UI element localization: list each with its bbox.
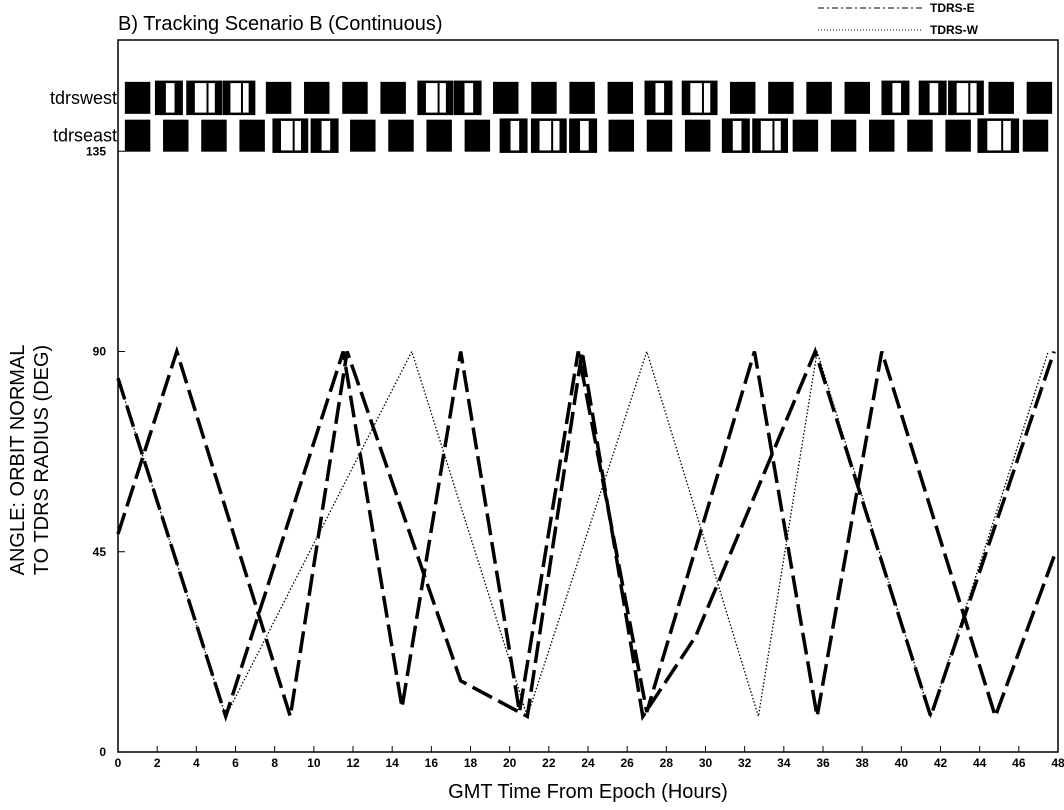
x-tick-label: 10 [307,756,321,770]
coverage-block [531,81,557,114]
tracking-row-label: tdrseast [53,126,117,146]
y-tick-label: 135 [86,144,106,158]
y-tick-label: 90 [93,345,107,359]
coverage-block [154,80,183,116]
coverage-block [881,80,910,116]
tracking-row-label: tdrswest [50,88,117,108]
coverage-block [265,81,292,114]
x-tick-label: 30 [699,756,713,770]
x-tick-label: 42 [934,756,948,770]
x-tick-label: 22 [542,756,556,770]
coverage-block [380,81,406,114]
coverage-block [607,81,634,114]
coverage-block [342,81,368,114]
coverage-block [417,80,454,116]
coverage-block [806,81,832,114]
coverage-block [186,80,223,116]
coverage-block [453,80,482,116]
coverage-block [388,119,414,152]
coverage-block [608,119,635,152]
x-tick-label: 40 [895,756,909,770]
x-tick-label: 36 [816,756,830,770]
coverage-block [684,119,711,152]
y-axis-label-line-1: ANGLE: ORBIT NORMAL [7,345,29,576]
coverage-block [239,119,265,152]
x-axis-label: GMT Time From Epoch (Hours) [448,781,728,803]
x-tick-label: 14 [385,756,399,770]
x-tick-label: 28 [660,756,674,770]
coverage-block [530,118,567,153]
y-axis-label-line-2: TO TDRS RADIUS (DEG) [31,345,53,575]
coverage-block [201,119,227,152]
coverage-block [222,80,256,116]
x-tick-label: 26 [620,756,634,770]
coverage-block [493,81,519,114]
coverage-block [1022,119,1049,152]
x-tick-label: 16 [425,756,439,770]
legend: TDRS-E TDRS-W [818,1,979,37]
x-tick-label: 34 [777,756,791,770]
x-tick-label: 2 [154,756,161,770]
series-layer [116,345,1056,723]
coverage-block [272,118,309,153]
legend-label-tdrs-w: TDRS-W [930,23,979,37]
x-tick-label: 8 [271,756,278,770]
coverage-block [1026,81,1053,114]
x-tick-label: 38 [855,756,869,770]
x-tick-label: 20 [503,756,517,770]
coverage-block [644,80,673,116]
x-tick-label: 4 [193,756,200,770]
coverage-block [163,119,189,152]
chart-title: B) Tracking Scenario B (Continuous) [118,13,443,35]
coverage-block [948,80,984,116]
coverage-block [830,119,857,152]
coverage-block [869,119,895,152]
x-tick-label: 44 [973,756,987,770]
coverage-block [844,81,870,114]
coverage-block [792,119,819,152]
coverage-block [768,81,794,114]
y-axis: 0 45 90 135 [86,144,125,759]
x-tick-label: 32 [738,756,752,770]
x-tick-label: 48 [1051,756,1064,770]
x-tick-label: 24 [581,756,595,770]
coverage-block [907,119,933,152]
coverage-block [681,80,718,116]
coverage-block [124,81,151,114]
x-tick-label: 18 [464,756,478,770]
coverage-block [304,81,330,114]
legend-label-tdrs-e: TDRS-E [930,1,975,15]
coverage-block [350,119,376,152]
coverage-block [646,119,673,152]
x-tick-label: 12 [346,756,360,770]
coverage-block [569,118,598,153]
coverage-block [752,118,789,153]
x-tick-label: 46 [1012,756,1026,770]
coverage-block [721,118,750,153]
coverage-block [569,81,595,114]
series-line-2 [117,349,1049,719]
y-tick-label: 45 [93,545,107,559]
x-axis: 0 2 4 6 8 10 12 14 16 18 20 22 24 26 28 30 32 34 36 38 40 42 4… [115,746,1064,770]
y-tick-label: 0 [99,745,106,759]
x-tick-label: 6 [232,756,239,770]
series-line-0 [116,345,1056,723]
x-tick-label: 0 [115,756,122,770]
coverage-block [426,119,452,152]
coverage-block [918,80,947,116]
coverage-block [945,119,971,152]
tracking-rows: tdrswest tdrseast [50,80,1053,153]
coverage-block [310,118,339,153]
coverage-block [977,118,1020,153]
coverage-block [464,119,491,152]
coverage-block [499,118,528,153]
coverage-block [124,119,151,152]
series-line-1 [116,350,1056,723]
coverage-block [988,81,1014,114]
coverage-block [729,81,756,114]
